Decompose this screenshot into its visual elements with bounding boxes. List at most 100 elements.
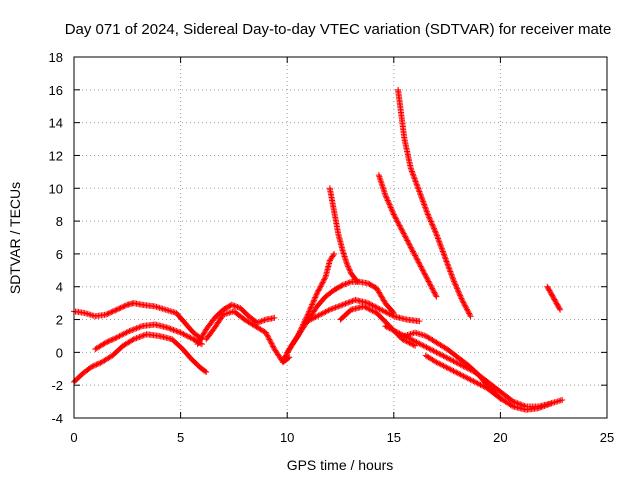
data-point <box>314 313 321 320</box>
data-point <box>314 290 321 297</box>
data-point <box>466 310 473 317</box>
data-point <box>542 402 549 409</box>
data-point <box>416 340 423 347</box>
data-point <box>409 171 416 178</box>
data-point <box>460 299 467 306</box>
data-point <box>557 306 564 313</box>
data-point <box>402 234 409 241</box>
data-point <box>94 361 101 368</box>
data-point <box>309 300 316 307</box>
data-point <box>424 210 431 217</box>
x-tick-label: 0 <box>70 430 77 445</box>
data-point <box>407 336 414 343</box>
y-tick-label: 6 <box>56 247 63 262</box>
x-tick-label: 25 <box>600 430 614 445</box>
data-point <box>407 244 414 251</box>
data-point <box>343 280 350 287</box>
data-point <box>423 208 430 215</box>
data-point <box>369 307 376 314</box>
data-point <box>429 285 436 292</box>
data-point <box>188 335 195 342</box>
data-point <box>535 405 542 412</box>
data-point <box>304 312 311 319</box>
data-point <box>385 200 392 207</box>
data-point <box>335 303 342 310</box>
data-point <box>416 189 423 196</box>
data-point <box>548 291 555 298</box>
data-point <box>413 339 420 346</box>
data-point <box>366 306 373 313</box>
data-point <box>409 248 416 255</box>
data-point <box>441 254 448 261</box>
data-point <box>326 306 333 313</box>
data-point <box>433 232 440 239</box>
series-arc-15 <box>422 352 555 413</box>
data-point <box>137 323 144 330</box>
data-point <box>325 307 332 314</box>
data-point <box>437 241 444 248</box>
data-point <box>386 311 393 318</box>
data-point <box>424 277 431 284</box>
data-point <box>427 218 434 225</box>
data-point <box>416 260 423 267</box>
data-point <box>407 242 414 249</box>
data-point <box>346 299 353 306</box>
data-point <box>375 305 382 312</box>
data-point <box>476 381 483 388</box>
data-point <box>383 194 390 201</box>
data-point <box>440 353 447 360</box>
data-point <box>547 288 554 295</box>
data-point <box>394 218 401 225</box>
data-point <box>342 280 349 287</box>
data-point <box>385 198 392 205</box>
data-point <box>414 258 421 265</box>
data-point <box>306 307 313 314</box>
data-point <box>457 294 464 301</box>
data-point <box>134 324 141 331</box>
data-point <box>445 262 452 269</box>
data-point <box>412 178 419 185</box>
data-point <box>441 353 448 360</box>
data-point <box>415 185 422 192</box>
series-arc-16 <box>544 283 564 313</box>
data-point <box>424 344 431 351</box>
x-tick-label: 15 <box>387 430 401 445</box>
data-point <box>176 329 183 336</box>
data-point <box>447 268 454 275</box>
data-point <box>263 331 270 338</box>
data-point <box>413 179 420 186</box>
data-point <box>450 367 457 374</box>
data-point <box>431 226 438 233</box>
data-point <box>137 333 144 340</box>
data-point <box>116 305 123 312</box>
data-point <box>338 302 345 309</box>
data-point <box>421 202 428 209</box>
data-point <box>102 311 109 318</box>
data-point <box>298 324 305 331</box>
data-point <box>431 225 438 232</box>
data-point <box>462 303 469 310</box>
data-point <box>427 217 434 224</box>
data-point <box>412 252 419 259</box>
data-point <box>446 267 453 274</box>
data-point <box>139 332 146 339</box>
data-point <box>127 327 134 334</box>
data-point <box>342 300 349 307</box>
series-arc-13 <box>382 323 566 410</box>
data-point <box>545 401 552 408</box>
data-point <box>559 396 566 403</box>
data-point <box>319 310 326 317</box>
data-point <box>349 297 356 304</box>
data-point <box>315 312 322 319</box>
data-point <box>449 367 456 374</box>
data-point <box>122 330 129 337</box>
data-point <box>383 323 390 330</box>
data-point <box>477 381 484 388</box>
data-point <box>387 203 394 210</box>
data-point <box>427 346 434 353</box>
data-point <box>444 365 451 372</box>
data-point <box>409 336 416 343</box>
data-point <box>133 335 140 342</box>
data-point <box>454 360 461 367</box>
y-tick-label: 8 <box>56 214 63 229</box>
